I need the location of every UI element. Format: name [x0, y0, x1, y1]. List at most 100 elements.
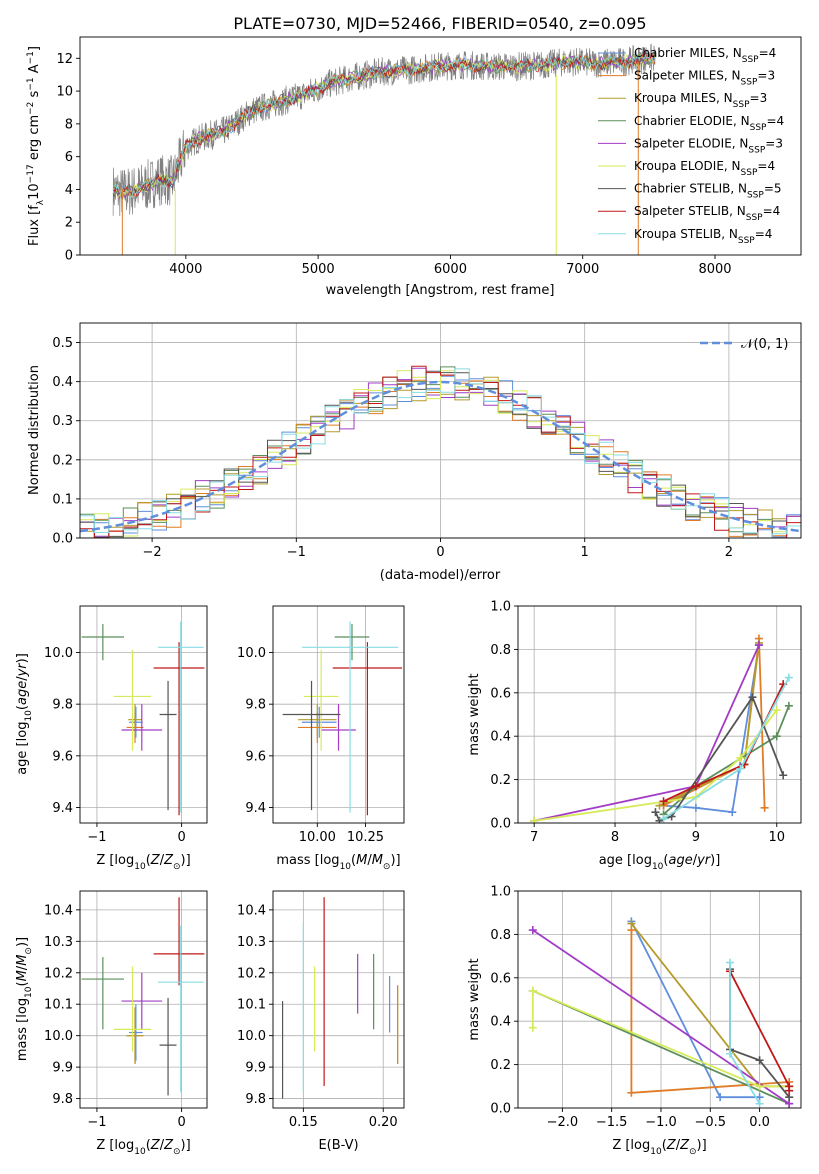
- errorbar-point: [332, 642, 403, 816]
- series-marker: [691, 803, 700, 812]
- y-tick-label: 0.2: [490, 1058, 511, 1073]
- y-tick-label: 10.3: [44, 935, 73, 950]
- legend-entry: Kroupa ELODIE, NSSP=4: [634, 159, 775, 178]
- y-tick-label: 0.6: [490, 971, 511, 986]
- y-tick-label: 10.2: [237, 966, 266, 981]
- series-marker: [736, 764, 745, 773]
- legend-entry: Chabrier STELIB, NSSP=5: [634, 182, 782, 201]
- chart-mass_vs_ebv: 0.15 0.20 9.8 9.9 10.0 10.1 10.2 10.3 10.4 E(B-V): [237, 890, 405, 1153]
- y-tick-label: 9.9: [245, 1061, 266, 1076]
- y-tick-label: 10.1: [44, 998, 73, 1013]
- y-tick-label: 10.0: [237, 1029, 266, 1044]
- normal-pdf-line: [80, 380, 801, 533]
- series-marker: [736, 753, 745, 762]
- y-tick-label: 9.4: [52, 801, 73, 816]
- y-tick-label: 10.4: [237, 903, 266, 918]
- x-tick-label: 8: [611, 830, 619, 845]
- plot-area: [80, 365, 801, 538]
- mass-weight-series: [659, 673, 793, 823]
- x-tick-label: 5000: [302, 262, 335, 277]
- x-axis-label: mass [log10(M/M⊙)]: [276, 853, 400, 872]
- errorbar-point: [121, 704, 163, 751]
- axes-frame: [79, 890, 208, 1109]
- legend-entry: 𝒩(0, 1): [741, 337, 788, 352]
- series-marker: [755, 1099, 764, 1108]
- series-line: [729, 962, 761, 1105]
- errorbar-point: [129, 1004, 143, 1061]
- series-marker: [785, 1086, 794, 1095]
- errorbar-point: [157, 925, 204, 1093]
- legend-entry: Chabrier MILES, NSSP=4: [634, 46, 776, 65]
- y-tick-label: 10.0: [237, 646, 266, 661]
- chart-age_vs_mass: 10.00 10.25 9.4 9.6 9.8 10.0 mass [log10(M/M⊙)…: [237, 605, 405, 872]
- series-marker: [726, 1049, 735, 1058]
- series-marker: [528, 986, 537, 995]
- axes-frame: [272, 890, 405, 1109]
- y-tick-label: 10.0: [44, 646, 73, 661]
- x-tick-label: 0: [436, 545, 444, 560]
- x-axis-label: Z [log10(Z/Z⊙)]: [612, 1138, 706, 1157]
- y-tick-label: 6: [65, 150, 73, 165]
- y-tick-label: 0.2: [52, 453, 73, 468]
- series-line: [662, 705, 790, 815]
- series-marker: [760, 803, 769, 812]
- y-tick-label: 0.0: [490, 1102, 511, 1117]
- series-marker: [655, 816, 664, 823]
- series-marker: [772, 732, 781, 741]
- plot-area: [81, 897, 205, 1096]
- y-tick-label: 10.4: [44, 903, 73, 918]
- legend-entry: Salpeter MILES, NSSP=3: [634, 69, 775, 88]
- y-tick-label: 0.0: [490, 817, 511, 832]
- series-marker: [772, 706, 781, 715]
- model-fit-line: [112, 51, 656, 198]
- y-tick-label: 9.9: [52, 1061, 73, 1076]
- errorbar-point: [157, 621, 204, 813]
- series-marker: [784, 701, 793, 710]
- legend-entry: Salpeter ELODIE, NSSP=3: [634, 136, 783, 155]
- x-tick-label: 0.15: [289, 1115, 318, 1130]
- plot-area: [530, 634, 793, 823]
- y-axis-label: age [log10(age/yr)]: [15, 653, 34, 775]
- y-tick-label: 10.1: [237, 998, 266, 1013]
- x-axis-label: (data-model)/error: [380, 568, 501, 583]
- series-marker: [754, 641, 763, 650]
- x-tick-label: −1.5: [596, 1115, 628, 1130]
- mass-weight-series: [659, 680, 788, 806]
- y-tick-label: 2: [65, 216, 73, 231]
- series-line: [531, 989, 790, 1088]
- y-tick-label: 0.0: [52, 532, 73, 547]
- errorbar-point: [121, 972, 163, 1030]
- errorbar-point: [81, 624, 125, 661]
- x-tick-label: 7000: [566, 262, 599, 277]
- x-axis-label: E(B-V): [318, 1138, 358, 1153]
- y-tick-label: 9.6: [245, 749, 266, 764]
- series-marker: [659, 814, 668, 823]
- errorbar-point: [159, 680, 177, 811]
- y-tick-label: 10: [56, 85, 73, 100]
- y-tick-label: 10.2: [44, 966, 73, 981]
- figure-title: PLATE=0730, MJD=52466, FIBERID=0540, z=0…: [233, 14, 646, 33]
- series-line: [663, 644, 760, 814]
- y-tick-label: 9.6: [52, 749, 73, 764]
- series-marker: [651, 808, 660, 817]
- y-tick-label: 0.8: [490, 643, 511, 658]
- plot-area: [81, 621, 205, 816]
- x-tick-label: −1: [87, 830, 106, 845]
- legend-entry: Kroupa MILES, NSSP=3: [634, 91, 767, 110]
- chart-residuals: −2 −1 0 1 2 0.0 0.1 0.2 0.3 0.4 0.5 𝒩(0, 1) (data-mo…: [27, 322, 802, 583]
- chart-weight_vs_Z: −2.0 −1.5 −1.0 −0.5 0.0 0.0 0.2 0.4 0.6 0.8 1.0 Z […: [467, 885, 802, 1157]
- series-marker: [728, 808, 737, 817]
- x-tick-label: 1: [581, 545, 589, 560]
- x-tick-label: −0.5: [694, 1115, 726, 1130]
- axes-frame: [79, 605, 208, 824]
- series-marker: [528, 926, 537, 935]
- series-marker: [726, 958, 735, 967]
- mass-weight-series: [651, 693, 788, 823]
- model-fit-line: [113, 53, 656, 198]
- y-tick-label: 0.6: [490, 686, 511, 701]
- plot-area: [281, 897, 399, 1099]
- x-tick-label: 2: [725, 545, 733, 560]
- series-marker: [779, 771, 788, 780]
- errorbar-point: [334, 624, 370, 661]
